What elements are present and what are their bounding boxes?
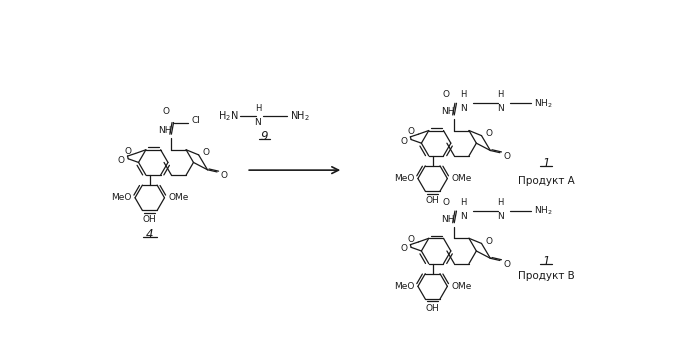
Text: H: H — [460, 90, 467, 99]
Text: O: O — [221, 171, 228, 180]
Text: H: H — [460, 198, 467, 207]
Text: N: N — [460, 212, 467, 221]
Text: OMe: OMe — [168, 193, 189, 202]
Text: NH: NH — [441, 107, 455, 116]
Text: H: H — [497, 90, 503, 99]
Text: O: O — [485, 129, 492, 138]
Text: NH$_2$: NH$_2$ — [535, 97, 553, 109]
Text: O: O — [401, 136, 408, 145]
Text: Продукт B: Продукт B — [518, 271, 575, 281]
Text: O: O — [408, 235, 415, 244]
Text: MeO: MeO — [110, 193, 131, 202]
Text: OH: OH — [426, 304, 440, 313]
Text: O: O — [442, 198, 449, 207]
Text: N: N — [460, 104, 467, 113]
Text: 9: 9 — [260, 130, 268, 143]
Text: O: O — [401, 244, 408, 253]
Text: 1: 1 — [542, 255, 550, 268]
Text: H: H — [497, 198, 503, 207]
Text: O: O — [408, 127, 415, 136]
Text: O: O — [124, 146, 131, 155]
Text: OMe: OMe — [452, 174, 472, 183]
Text: Продукт A: Продукт A — [518, 176, 575, 186]
Text: MeO: MeO — [394, 174, 414, 183]
Text: H: H — [254, 104, 261, 113]
Text: MeO: MeO — [394, 282, 414, 291]
Text: NH: NH — [159, 126, 172, 135]
Text: 1: 1 — [542, 157, 550, 170]
Text: N: N — [254, 118, 261, 127]
Text: N: N — [497, 104, 504, 113]
Text: O: O — [442, 90, 449, 99]
Text: NH$_2$: NH$_2$ — [535, 205, 553, 217]
Text: O: O — [117, 156, 124, 165]
Text: OH: OH — [143, 215, 157, 224]
Text: H$_2$N: H$_2$N — [218, 109, 238, 123]
Text: O: O — [485, 237, 492, 246]
Text: NH$_2$: NH$_2$ — [290, 109, 310, 123]
Text: NH: NH — [441, 215, 455, 224]
Text: N: N — [497, 212, 504, 221]
Text: 4: 4 — [146, 228, 154, 241]
Text: O: O — [504, 152, 511, 161]
Text: OH: OH — [426, 196, 440, 205]
Text: O: O — [203, 148, 210, 157]
Text: O: O — [162, 107, 169, 116]
Text: Cl: Cl — [192, 116, 201, 125]
Text: OMe: OMe — [452, 282, 472, 291]
Text: O: O — [504, 260, 511, 269]
